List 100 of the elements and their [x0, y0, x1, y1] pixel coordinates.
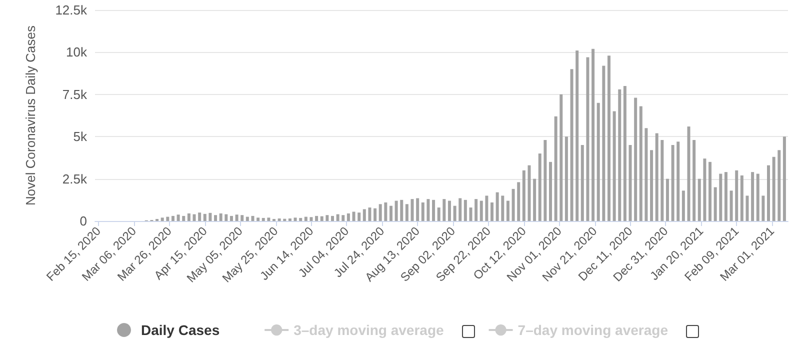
bar — [698, 178, 701, 221]
bar — [570, 69, 574, 221]
bar — [730, 190, 733, 221]
y-tick-label: 7.5k — [62, 86, 88, 102]
bar — [453, 206, 456, 221]
bar — [528, 165, 531, 221]
bar — [442, 199, 446, 221]
bar — [485, 196, 488, 221]
bar — [480, 200, 483, 221]
bar — [437, 207, 440, 221]
bar — [474, 199, 478, 221]
bar — [235, 214, 238, 221]
bar — [719, 174, 722, 221]
bar — [533, 178, 536, 221]
bar — [362, 209, 366, 221]
bar — [607, 56, 610, 221]
bar — [262, 218, 265, 221]
bar — [618, 89, 622, 221]
bar — [315, 216, 318, 221]
bar — [549, 162, 552, 221]
bar — [326, 215, 329, 221]
bar — [410, 199, 414, 221]
bar — [544, 140, 547, 221]
bar — [490, 202, 494, 221]
bar — [612, 111, 616, 221]
bar — [501, 196, 504, 221]
bar — [342, 215, 345, 221]
bar — [405, 204, 408, 221]
bar — [400, 200, 404, 221]
y-tick-label: 5k — [73, 129, 88, 144]
bar — [778, 150, 781, 221]
bar — [416, 198, 420, 221]
bar — [692, 140, 696, 221]
bar — [623, 86, 626, 221]
bar — [336, 214, 340, 221]
bar — [176, 214, 180, 221]
bar — [219, 213, 222, 221]
bar — [294, 218, 297, 221]
bar — [320, 216, 324, 221]
bar — [421, 202, 424, 221]
bar — [251, 216, 254, 221]
bar — [644, 128, 648, 221]
bar — [751, 172, 754, 221]
bar — [299, 218, 302, 221]
bar — [160, 218, 164, 221]
y-tick-label: 0 — [80, 214, 87, 228]
bar — [586, 57, 590, 221]
bar — [394, 200, 398, 221]
bar — [496, 192, 499, 221]
bar — [203, 214, 206, 221]
bar — [687, 126, 690, 221]
bar — [767, 165, 770, 221]
bar — [703, 158, 706, 221]
bar — [671, 145, 674, 221]
bar — [740, 175, 744, 221]
bar — [580, 145, 584, 221]
bar — [724, 172, 728, 221]
bar — [469, 207, 472, 221]
bar — [267, 218, 270, 221]
bar — [278, 218, 281, 221]
bar — [352, 212, 356, 221]
bar — [368, 207, 372, 221]
bar — [240, 215, 244, 221]
bar — [358, 212, 361, 221]
bar — [224, 214, 228, 221]
y-tick-label: 12.5k — [55, 2, 88, 18]
bar — [464, 200, 467, 221]
bar — [682, 190, 685, 221]
bar — [310, 217, 313, 221]
bar — [735, 170, 738, 221]
bar — [256, 218, 260, 221]
bar — [576, 50, 579, 221]
bar — [592, 48, 595, 221]
bar — [192, 214, 196, 221]
bar — [246, 216, 249, 221]
bar — [564, 136, 568, 221]
y-tick-label: 10k — [66, 44, 88, 60]
bar — [517, 182, 520, 221]
bar — [432, 200, 436, 221]
bar — [666, 178, 669, 221]
bar — [639, 106, 642, 221]
bar — [714, 187, 717, 221]
bar — [214, 215, 218, 221]
bar — [772, 156, 776, 221]
bar — [628, 145, 632, 221]
bar — [676, 142, 680, 221]
bar — [198, 212, 202, 221]
bar — [331, 216, 334, 221]
bar — [746, 196, 749, 221]
y-axis-title: Novel Coronavirus Daily Cases — [23, 25, 38, 206]
bar — [384, 202, 388, 221]
bar — [426, 199, 430, 221]
bar — [560, 94, 563, 221]
bar — [304, 216, 308, 221]
bar — [346, 213, 350, 221]
bar — [660, 140, 664, 221]
bar — [708, 162, 712, 221]
bar — [374, 208, 377, 221]
bar — [602, 66, 606, 221]
bar — [288, 218, 292, 221]
